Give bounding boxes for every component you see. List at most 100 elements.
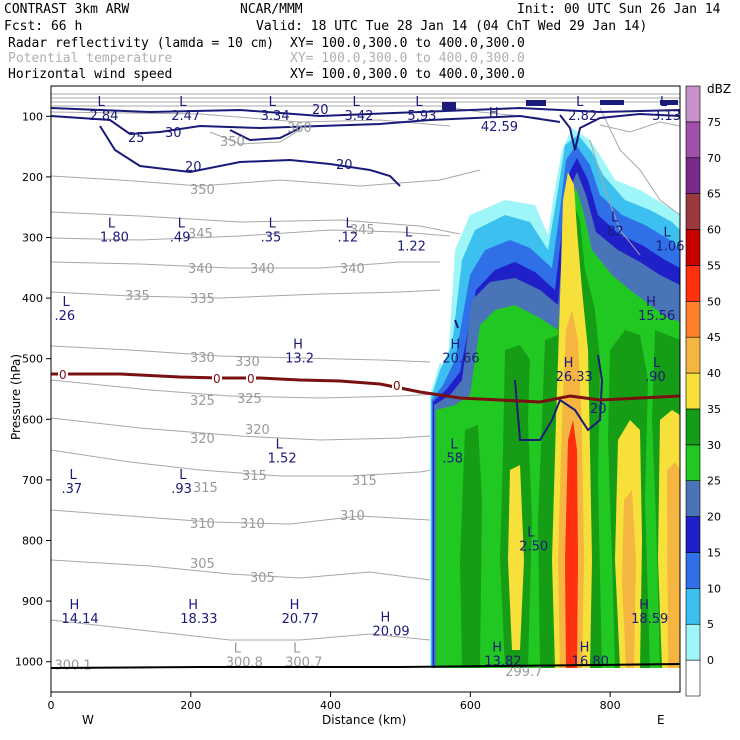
extremum-value: 18.59: [631, 612, 668, 627]
extremum-value: 2.50: [519, 540, 548, 555]
extremum-type: L: [527, 526, 535, 541]
init-label: Init: 00 UTC Sun 26 Jan 14: [517, 2, 721, 17]
freezing-label-bg: [212, 373, 222, 384]
theta-label: 310: [190, 517, 215, 532]
colorbar-swatch: [685, 552, 701, 589]
colorbar-swatch: [685, 336, 701, 374]
wind-contour-label: 20: [336, 158, 353, 173]
plot-frame: [50, 85, 681, 693]
theta-line: [209, 129, 301, 145]
extremum-type: L: [576, 95, 584, 110]
extremum-type: H: [639, 598, 649, 613]
theta-label: 320: [190, 432, 215, 447]
theta-line: [51, 379, 441, 399]
colorbar-swatch: [685, 408, 701, 446]
theta-labels: 350 360 350 345 345 340 340 340 335 335 …: [125, 121, 377, 586]
surface-theta-type: L: [293, 642, 301, 657]
freezing-label: 0: [393, 379, 401, 393]
extremum-type: L: [69, 468, 77, 483]
theta-line: [51, 619, 431, 641]
extremum-type: L: [664, 226, 672, 241]
field-xy-theta: XY= 100.0,300.0 to 400.0,300.0: [290, 51, 525, 66]
extremum-type: L: [415, 95, 423, 110]
extremum-value: .37: [61, 482, 82, 497]
low-marker: L.49: [170, 216, 191, 245]
wind-contour-label: 30: [165, 126, 182, 141]
extremum-value: 16.80: [572, 655, 609, 670]
x-axis-title: Distance (km): [322, 713, 406, 727]
extremum-type: H: [293, 338, 303, 353]
colorbar-swatch: [685, 265, 701, 302]
low-marker: L2.47: [171, 95, 200, 124]
y-tick-label: 900: [22, 595, 43, 608]
extremum-type: L: [269, 95, 277, 110]
refl-45dbz-c: [667, 462, 680, 668]
low-marker: L.26: [54, 295, 75, 324]
theta-label: 345: [350, 223, 375, 238]
wind-jet-mark: [526, 100, 546, 106]
x-tick-label: 600: [460, 699, 481, 712]
extremum-value: 15.56: [638, 309, 675, 324]
high-marker: H13.2: [285, 338, 314, 367]
colorbar-swatch: [685, 229, 701, 266]
extremum-type: H: [380, 610, 390, 625]
extremum-value: 18.33: [180, 612, 217, 627]
x-tick-label: 200: [180, 699, 201, 712]
colorbar-swatch: [685, 480, 701, 517]
x-axis: 0 200 400 600 800: [48, 692, 621, 712]
theta-line: [51, 261, 440, 269]
colorbar-swatch: [685, 372, 701, 410]
low-marker: L2.82: [568, 95, 597, 124]
extremum-type: L: [450, 438, 458, 453]
field-xy-wind: XY= 100.0,300.0 to 400.0,300.0: [290, 67, 525, 82]
theta-line: [51, 345, 431, 363]
wind-jet-mark: [442, 102, 456, 110]
low-marker: L1.80: [100, 216, 129, 245]
theta-label: 305: [190, 557, 215, 572]
extremum-value: 3.42: [345, 109, 374, 124]
colorbar-unit: dBZ: [707, 82, 731, 96]
surface-theta-value: 300.1: [54, 659, 91, 674]
extremum-type: L: [353, 95, 361, 110]
wind-jet-mark: [660, 100, 678, 105]
wind-jet-mark: [600, 100, 624, 105]
extremum-type: H: [564, 356, 574, 371]
theta-line: [51, 105, 541, 119]
theta-line: [51, 509, 431, 525]
extremum-type: L: [178, 216, 186, 231]
theta-label: 305: [250, 571, 275, 586]
theta-label: 310: [240, 517, 265, 532]
theta-label: 340: [188, 262, 213, 277]
colorbar-label: 40: [707, 367, 721, 380]
theta-label: 315: [193, 481, 218, 496]
extremum-value: 42.59: [481, 120, 518, 135]
low-marker: L3.42: [345, 95, 374, 124]
y-tick-label: 100: [22, 110, 43, 123]
colorbar-label: 10: [707, 582, 721, 595]
extremum-type: H: [580, 641, 590, 656]
low-marker: L.37: [61, 468, 82, 497]
extremum-type: L: [611, 210, 619, 225]
low-marker: L.58: [442, 438, 463, 467]
freezing-label: 0: [247, 372, 255, 386]
theta-line: [599, 107, 680, 216]
colorbar-swatch: [685, 444, 701, 482]
extremum-value: .58: [442, 452, 463, 467]
extremum-value: 2.84: [89, 109, 118, 124]
low-marker: L.12: [338, 216, 359, 245]
x-tick-label: 400: [320, 699, 341, 712]
y-tick-label: 1000: [15, 656, 43, 669]
extrema-labels: L2.84L2.47L3.34L3.42L5.93L2.82L3.13H42.5…: [54, 95, 684, 669]
surface-theta-value: 300.7: [285, 656, 322, 671]
extremum-type: L: [405, 226, 413, 241]
valid-time: Valid: 18 UTC Tue 28 Jan 14 (04 ChT Wed …: [256, 19, 647, 34]
extremum-value: 26.33: [556, 370, 593, 385]
freezing-label-bg: [58, 369, 68, 380]
refl-40dbz-d: [508, 465, 524, 650]
extremum-type: L: [62, 295, 70, 310]
colorbar-label: 15: [707, 546, 721, 559]
field-name-wind: Horizontal wind speed: [8, 67, 172, 82]
wind-line: [454, 319, 459, 329]
extremum-type: L: [97, 95, 105, 110]
colorbar-label: 70: [707, 152, 721, 165]
